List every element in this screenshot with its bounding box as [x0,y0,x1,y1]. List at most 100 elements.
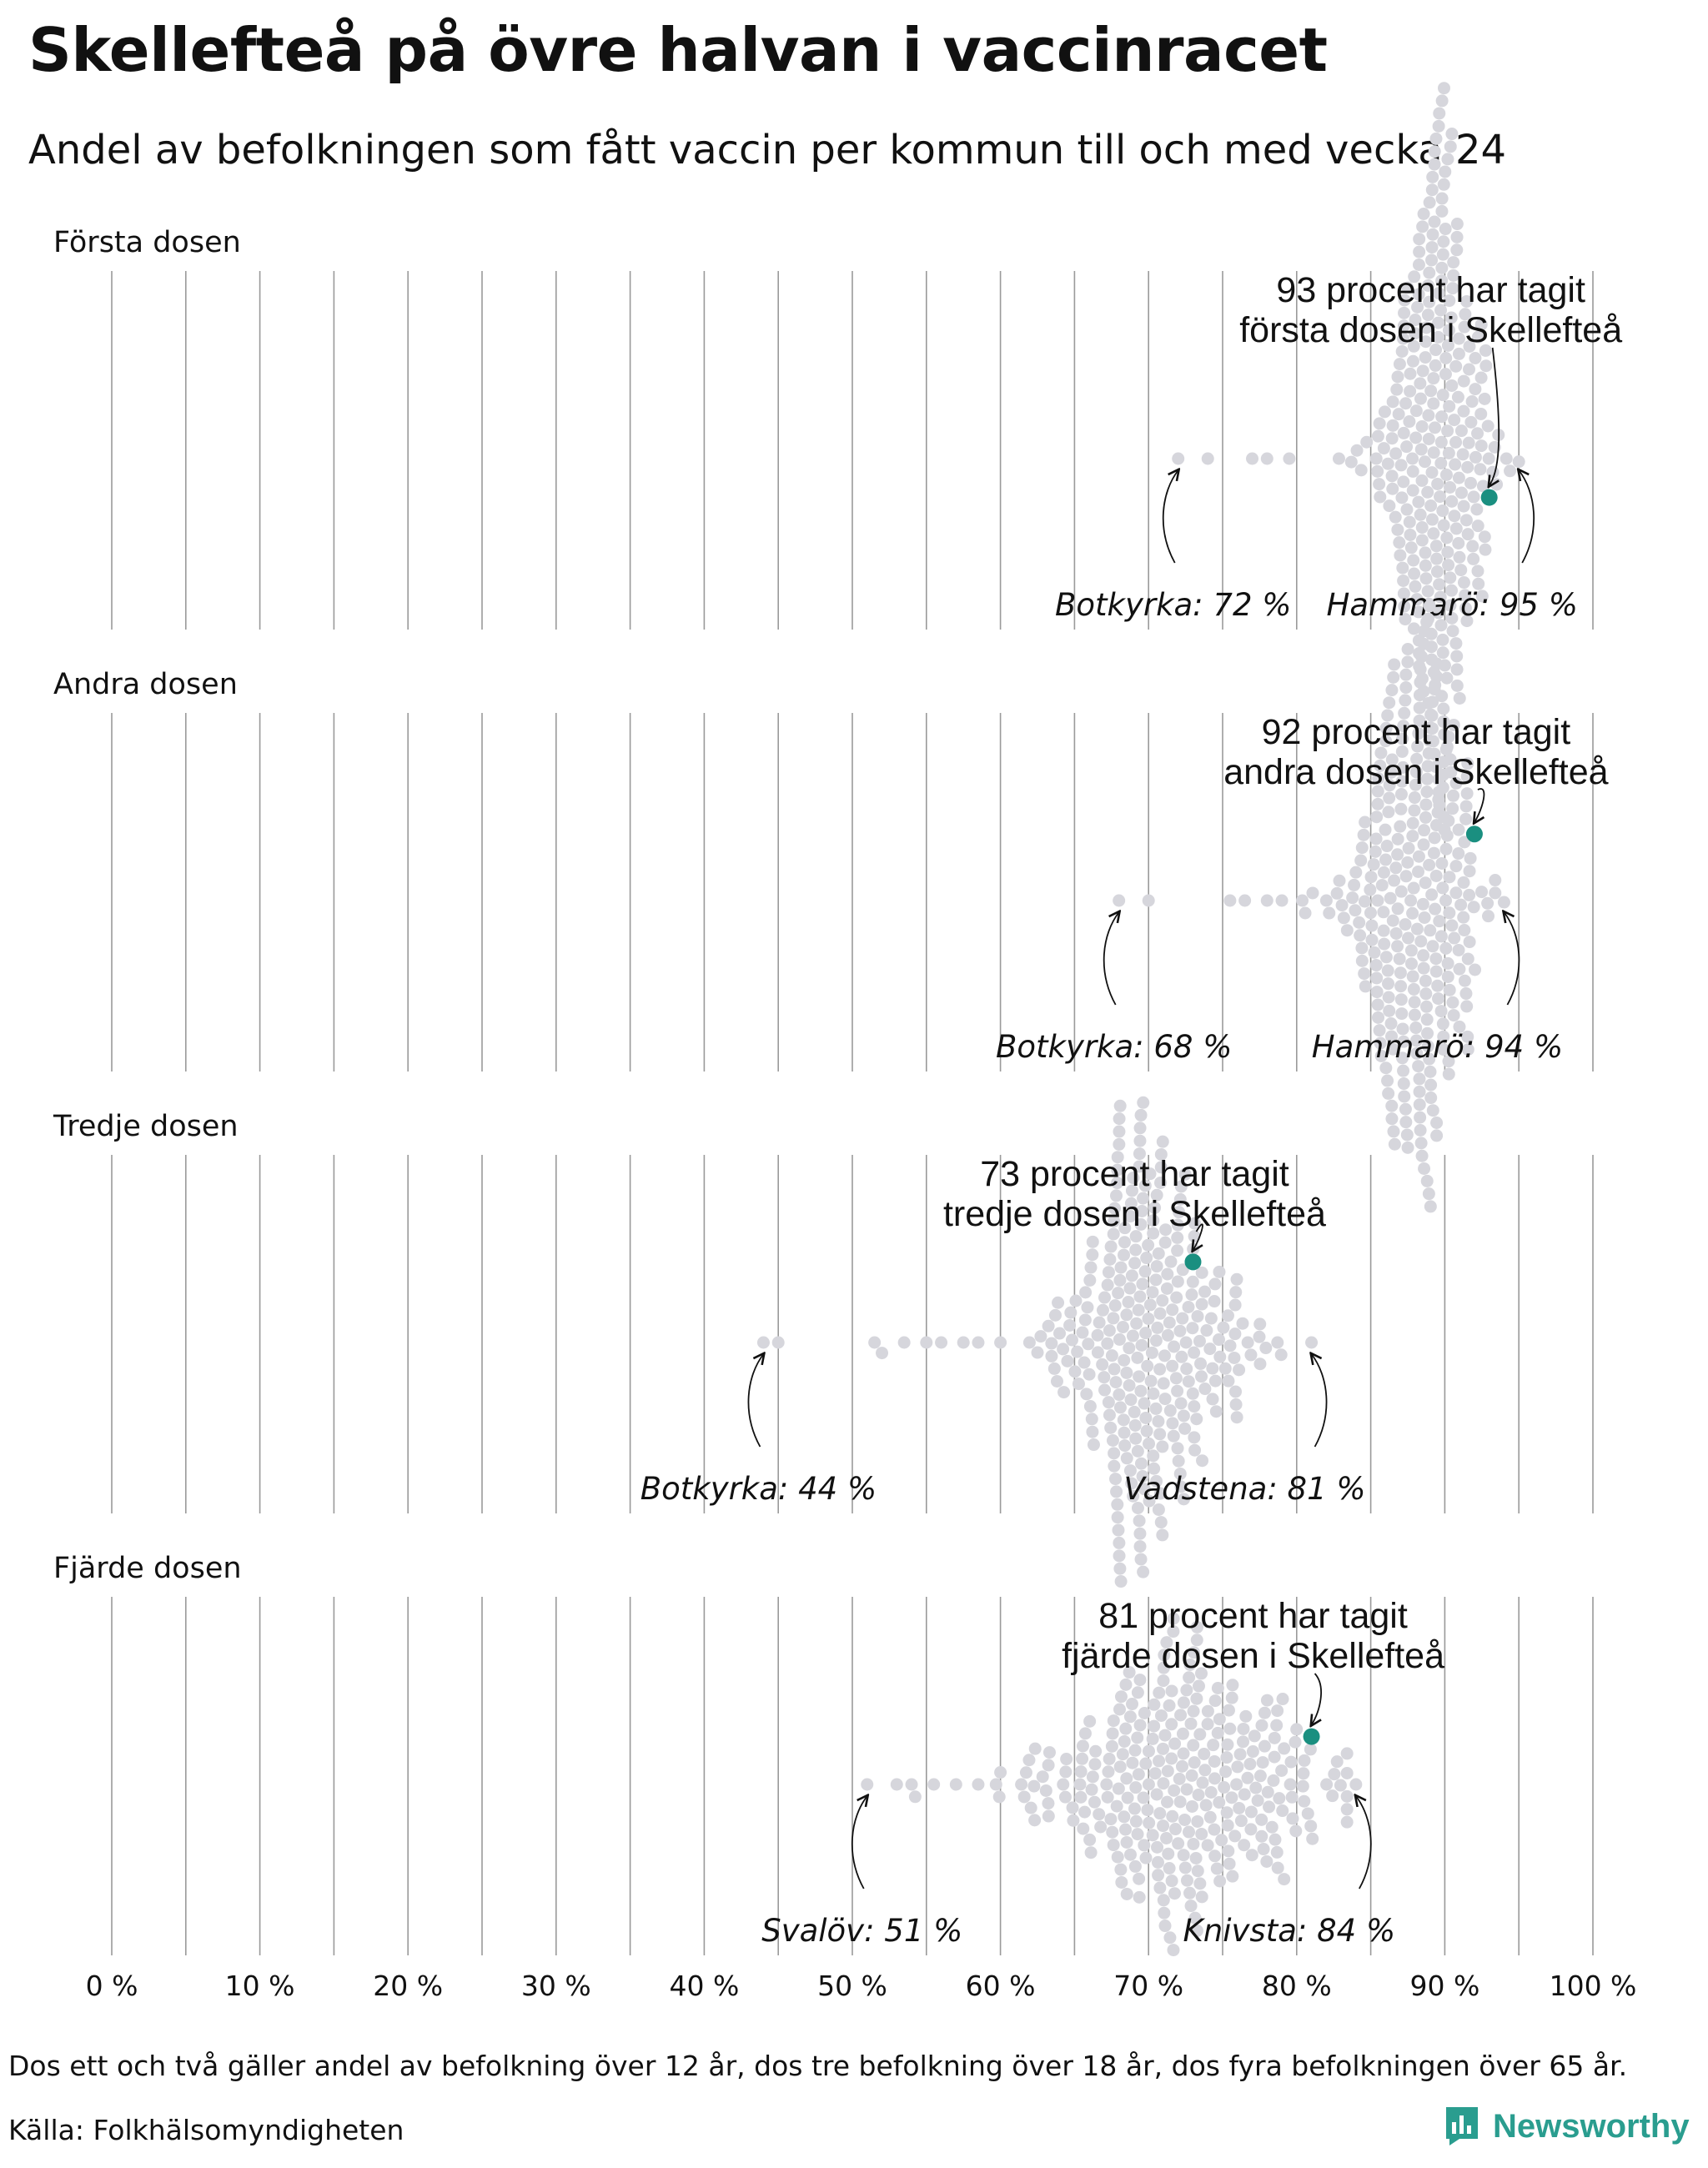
municipality-dot [1478,530,1491,544]
municipality-dot [1401,856,1414,869]
municipality-dot [1119,1678,1133,1691]
municipality-dot [1504,464,1517,478]
municipality-dot [1086,1425,1099,1438]
municipality-dot [1424,384,1438,398]
municipality-dot [1278,1742,1291,1755]
municipality-dot [1413,1085,1426,1098]
municipality-dot [1237,1722,1250,1735]
municipality-dot [1187,1739,1200,1752]
municipality-dot [1478,392,1491,405]
municipality-dot [1270,1845,1284,1859]
municipality-dot [1399,694,1412,707]
municipality-dot [1191,1310,1204,1323]
municipality-dot [1445,379,1459,392]
municipality-dot [1064,1306,1078,1319]
municipality-dot [1068,1365,1082,1378]
municipality-dot [1443,399,1456,413]
municipality-dot [1465,395,1479,409]
municipality-dot [949,1778,962,1791]
municipality-dot [1178,1167,1192,1181]
x-tick-label: 20 % [373,1970,443,2002]
municipality-dot [1048,1308,1062,1322]
municipality-dot [1167,1944,1180,1957]
municipality-dot [1168,1737,1182,1750]
municipality-dot [1421,612,1434,625]
municipality-dot [1398,306,1411,319]
municipality-dot [1470,503,1484,516]
municipality-dot [1071,1345,1084,1358]
municipality-dot [1234,1814,1248,1828]
municipality-dot [1423,266,1436,279]
municipality-dot [1228,1829,1242,1843]
municipality-dot [1201,1718,1214,1731]
municipality-dot [1437,702,1450,715]
municipality-dot [1414,508,1427,521]
municipality-dot [1430,670,1444,683]
municipality-dot [1500,452,1513,465]
municipality-dot [1150,1260,1163,1273]
municipality-dot [1141,1359,1154,1373]
municipality-dot [1377,442,1390,455]
municipality-dot [1091,1346,1104,1359]
municipality-dot [1083,1400,1097,1413]
municipality-dot [1396,760,1409,774]
municipality-dot [1445,494,1459,508]
municipality-dot [1429,952,1443,966]
municipality-dot [1401,642,1414,655]
municipality-dot [1463,339,1476,353]
municipality-dot [1111,1151,1124,1164]
municipality-dot [1391,940,1404,953]
municipality-dot [1452,943,1465,956]
municipality-dot [1428,158,1441,171]
municipality-dot [1406,464,1419,478]
municipality-dot [1142,1238,1155,1252]
municipality-dot [1176,1263,1189,1277]
max-arrow [1519,470,1535,564]
municipality-dot [1120,1452,1133,1465]
municipality-dot [1425,466,1439,479]
municipality-dot [1404,957,1418,971]
municipality-dot [1469,383,1482,396]
municipality-dot [1364,906,1377,920]
municipality-dot [1421,760,1434,773]
municipality-dot [1434,590,1447,604]
municipality-dot [1223,1339,1237,1352]
municipality-dot [1079,1286,1093,1299]
municipality-dot [1385,1030,1399,1043]
municipality-dot [1131,1686,1144,1699]
municipality-dot [1113,1388,1126,1402]
municipality-dot [1406,452,1419,465]
municipality-dot [1386,914,1399,927]
municipality-dot [890,1778,903,1791]
municipality-dot [1168,1340,1181,1353]
municipality-dot [1454,564,1468,577]
municipality-dot [935,1336,948,1349]
municipality-dot [1446,802,1459,816]
municipality-dot [1457,374,1470,388]
municipality-dot [1432,330,1445,344]
municipality-dot [1445,584,1459,597]
municipality-dot [1083,1368,1096,1381]
highlight-annotation-line2: första dosen i Skellefteå [1239,310,1622,350]
municipality-dot [1453,962,1466,976]
municipality-dot [1078,1727,1092,1740]
municipality-dot [1474,371,1488,384]
municipality-dot [1194,1357,1208,1370]
municipality-dot [1067,1814,1080,1827]
municipality-dot [1248,1729,1261,1743]
municipality-dot [1447,1009,1460,1022]
municipality-dot [1306,886,1319,900]
municipality-dot [1445,919,1459,932]
highlight-annotation-line1: 92 procent har tagit [1262,712,1571,752]
municipality-dot [1349,866,1363,879]
municipality-dot [1431,979,1444,992]
municipality-dot [1133,1527,1147,1540]
municipality-dot [1301,1807,1314,1820]
municipality-dot [1059,1765,1073,1779]
municipality-dot [1404,367,1417,380]
municipality-dot [1370,971,1384,985]
municipality-dot [1128,1405,1141,1418]
municipality-dot [1374,1049,1388,1062]
municipality-dot [1145,1346,1158,1359]
municipality-dot [1419,546,1432,560]
